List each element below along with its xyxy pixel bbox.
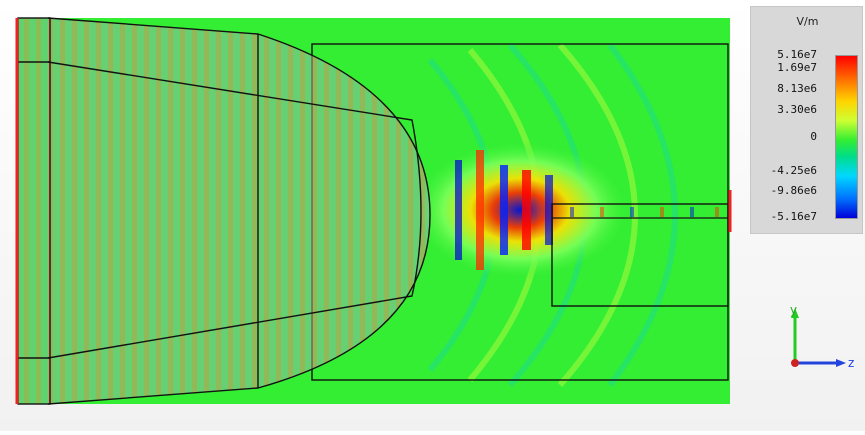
legend-tick: 3.30e6 — [777, 103, 817, 116]
z-axis-label: z — [848, 356, 854, 370]
color-legend: V/m 5.16e7 1.69e7 8.13e6 3.30e6 0 -4.25e… — [750, 6, 863, 234]
receiver-waveguide — [551, 203, 729, 307]
legend-tick: 1.69e7 — [777, 61, 817, 74]
horn-flange — [18, 18, 50, 404]
wave-stripes — [455, 150, 553, 270]
legend-tick: -9.86e6 — [770, 184, 817, 197]
receiver-field-stripes — [570, 207, 719, 217]
legend-tick: 8.13e6 — [777, 82, 817, 95]
wavefront-hotspot — [410, 140, 630, 280]
y-axis-label: y — [790, 303, 797, 317]
legend-tick: 0 — [810, 130, 817, 143]
axes-origin — [791, 359, 799, 367]
legend-colorbar — [835, 55, 858, 219]
legend-tick: -4.25e6 — [770, 164, 817, 177]
legend-unit: V/m — [796, 15, 819, 28]
legend-tick: 5.16e7 — [777, 48, 817, 61]
horn-body — [48, 18, 430, 404]
legend-tick: -5.16e7 — [770, 210, 817, 223]
axes-triad: y z — [790, 303, 854, 370]
